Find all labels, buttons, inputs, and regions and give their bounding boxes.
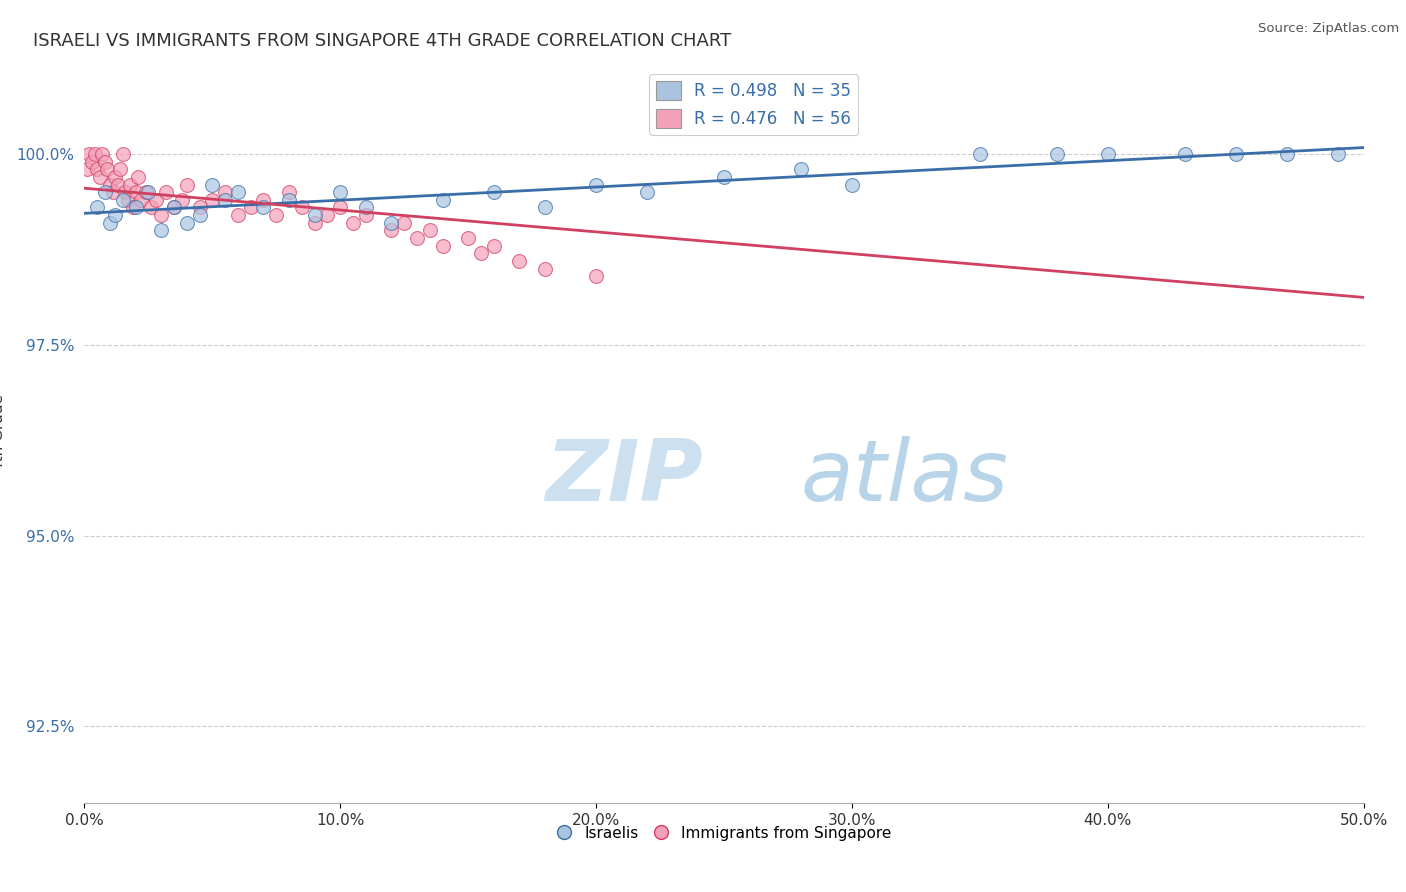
Point bbox=[101, 185, 124, 199]
Point bbox=[86, 201, 108, 215]
Point bbox=[163, 201, 186, 215]
Point bbox=[124, 201, 146, 215]
Point bbox=[176, 178, 198, 192]
Point bbox=[278, 185, 301, 199]
Point bbox=[585, 178, 607, 192]
Point bbox=[89, 169, 111, 184]
Point bbox=[108, 162, 131, 177]
Text: atlas: atlas bbox=[801, 435, 1010, 518]
Point bbox=[841, 178, 863, 192]
Point bbox=[419, 223, 441, 237]
Point bbox=[111, 147, 134, 161]
Point bbox=[790, 162, 813, 177]
Point bbox=[201, 178, 224, 192]
Point bbox=[145, 193, 167, 207]
Point bbox=[264, 208, 288, 222]
Point bbox=[214, 193, 236, 207]
Point bbox=[150, 223, 173, 237]
Point bbox=[278, 193, 301, 207]
Point bbox=[713, 169, 735, 184]
Point bbox=[354, 208, 377, 222]
Point bbox=[201, 193, 224, 207]
Point bbox=[188, 201, 211, 215]
Point bbox=[129, 193, 152, 207]
Point bbox=[98, 216, 121, 230]
Point bbox=[1046, 147, 1069, 161]
Point bbox=[329, 185, 352, 199]
Point bbox=[534, 261, 557, 276]
Point bbox=[534, 201, 557, 215]
Point bbox=[1174, 147, 1197, 161]
Point bbox=[117, 193, 139, 207]
Point bbox=[107, 178, 129, 192]
Point bbox=[226, 185, 249, 199]
Point bbox=[150, 208, 173, 222]
Point bbox=[406, 231, 429, 245]
Point bbox=[380, 223, 402, 237]
Point bbox=[969, 147, 991, 161]
Point bbox=[1097, 147, 1119, 161]
Point bbox=[139, 201, 162, 215]
Text: ISRAELI VS IMMIGRANTS FROM SINGAPORE 4TH GRADE CORRELATION CHART: ISRAELI VS IMMIGRANTS FROM SINGAPORE 4TH… bbox=[34, 32, 731, 50]
Point bbox=[482, 185, 505, 199]
Point bbox=[170, 193, 193, 207]
Point bbox=[104, 169, 127, 184]
Text: ZIP: ZIP bbox=[546, 435, 703, 518]
Point bbox=[380, 216, 402, 230]
Point bbox=[91, 147, 114, 161]
Point bbox=[636, 185, 658, 199]
Point bbox=[83, 147, 105, 161]
Point bbox=[226, 208, 249, 222]
Point bbox=[96, 162, 118, 177]
Point bbox=[188, 208, 211, 222]
Point bbox=[124, 185, 146, 199]
Point bbox=[120, 178, 142, 192]
Point bbox=[432, 238, 454, 252]
Point bbox=[80, 154, 103, 169]
Point bbox=[76, 162, 98, 177]
Point bbox=[316, 208, 339, 222]
Text: Source: ZipAtlas.com: Source: ZipAtlas.com bbox=[1258, 22, 1399, 36]
Point bbox=[163, 201, 186, 215]
Legend: Israelis, Immigrants from Singapore: Israelis, Immigrants from Singapore bbox=[551, 820, 897, 847]
Point bbox=[94, 154, 117, 169]
Point bbox=[394, 216, 416, 230]
Point bbox=[114, 185, 136, 199]
Point bbox=[79, 147, 101, 161]
Point bbox=[176, 216, 198, 230]
Point bbox=[329, 201, 352, 215]
Point bbox=[98, 178, 121, 192]
Point bbox=[127, 169, 149, 184]
Point bbox=[135, 185, 157, 199]
Point bbox=[214, 185, 236, 199]
Point bbox=[342, 216, 364, 230]
Point bbox=[94, 185, 117, 199]
Point bbox=[482, 238, 505, 252]
Point bbox=[304, 208, 326, 222]
Point bbox=[104, 208, 127, 222]
Point bbox=[111, 193, 134, 207]
Point bbox=[432, 193, 454, 207]
Point bbox=[304, 216, 326, 230]
Point bbox=[1327, 147, 1350, 161]
Point bbox=[457, 231, 479, 245]
Y-axis label: 4th Grade: 4th Grade bbox=[0, 394, 6, 471]
Point bbox=[239, 201, 262, 215]
Point bbox=[1225, 147, 1247, 161]
Point bbox=[508, 253, 530, 268]
Point bbox=[155, 185, 177, 199]
Point bbox=[86, 162, 108, 177]
Point bbox=[354, 201, 377, 215]
Point bbox=[252, 201, 274, 215]
Point bbox=[252, 193, 274, 207]
Point bbox=[470, 246, 492, 260]
Point bbox=[291, 201, 314, 215]
Point bbox=[585, 269, 607, 284]
Point bbox=[138, 185, 160, 199]
Point bbox=[1275, 147, 1298, 161]
Point bbox=[122, 201, 145, 215]
